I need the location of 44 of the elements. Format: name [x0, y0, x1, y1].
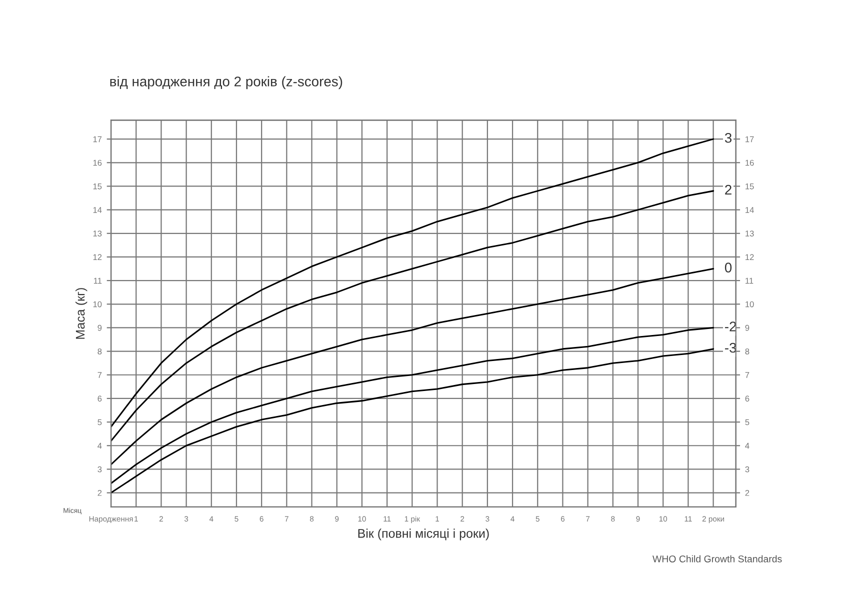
y-tick-label: 12	[93, 254, 102, 260]
y2-tick-label: 16	[746, 160, 754, 166]
line-series	[111, 138, 714, 428]
y-tick-label: 4	[98, 442, 102, 449]
y-tick-label: 6	[98, 396, 102, 402]
y-tick-label: 13	[93, 230, 102, 236]
y2-tick-label: 8	[745, 348, 750, 354]
x-axis-title: Вік (повні місяці і роки)	[358, 528, 489, 540]
y-tick-label: 10	[93, 301, 102, 308]
y2-tick-label: 7	[745, 372, 750, 378]
line-series	[111, 348, 714, 494]
y-tick-label: 14	[93, 207, 102, 213]
line-series	[111, 326, 714, 484]
series-label: 3	[724, 132, 732, 143]
y-tick-label: 3	[98, 466, 102, 472]
y2-tick-label: 14	[746, 207, 754, 213]
y2-tick-label: 12	[746, 254, 754, 260]
y2-tick-label: 4	[745, 442, 750, 449]
chart-title: від народження до 2 років (z-scores)	[110, 76, 342, 90]
y-axis-title: Маса (кг)	[76, 288, 88, 339]
y2-tick-label: 3	[745, 466, 750, 472]
y-tick-label: 9	[98, 324, 102, 331]
y2-tick-label: 13	[746, 230, 754, 236]
y-tick-label: 7	[98, 372, 102, 378]
y-tick-label: 11	[94, 278, 102, 284]
line-series	[111, 268, 714, 466]
y2-tick-label: 6	[745, 396, 750, 402]
y-tick-label: 2	[98, 490, 102, 496]
y2-tick-label: 10	[746, 301, 754, 308]
y-tick-label: 5	[98, 419, 102, 426]
y2-tick-label: 9	[745, 324, 750, 331]
y-tick-label: 16	[93, 160, 102, 166]
y-tick-label: 17	[93, 136, 102, 142]
series-label: 0	[724, 262, 732, 272]
y2-tick-label: 15	[746, 184, 754, 190]
y2-tick-label: 5	[745, 419, 750, 426]
y2-tick-label: 11	[746, 278, 754, 284]
series-label: 2	[725, 184, 732, 195]
line-series	[111, 190, 714, 442]
y2-tick-label: 2	[745, 490, 750, 496]
y-tick-label: 8	[98, 348, 102, 354]
y-tick-label: 15	[93, 184, 102, 190]
y2-tick-label: 17	[746, 136, 754, 142]
text: WHO Child Growth Standards	[652, 555, 782, 562]
